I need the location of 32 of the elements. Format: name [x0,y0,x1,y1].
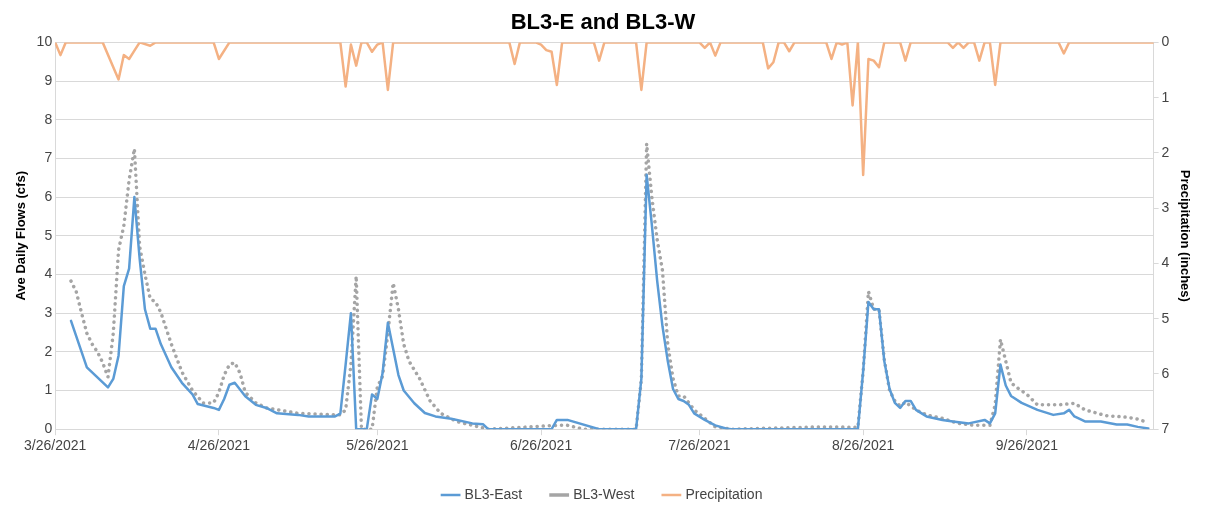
y-axis-title: Ave Daily Flows (cfs) [13,171,29,301]
y-tick-label: 3 [44,304,53,321]
y2-tick-label: 6 [1161,364,1170,381]
y-tick-label: 6 [44,187,53,204]
y2-tick-label: 5 [1161,309,1170,326]
x-tick-label: 6/26/2021 [509,437,573,454]
y-tick-label: 4 [44,265,53,282]
y-tick-label: 0 [44,420,53,437]
y2-tick-label: 2 [1161,143,1170,160]
y2-tick-label: 3 [1161,199,1170,216]
x-tick-label: 7/26/2021 [668,437,731,454]
y-tick-label: 8 [44,110,53,127]
y2-tick-label: 1 [1161,88,1170,105]
y2-axis-title: Precipitation (inches) [1177,169,1193,302]
x-tick-label: 5/26/2021 [346,437,409,454]
y-tick-label: 2 [44,342,53,359]
y-tick-label: 5 [44,226,53,243]
x-tick-label: 4/26/2021 [187,437,251,454]
legend-label: BL3-East [464,485,523,502]
x-tick-label: 3/26/2021 [24,437,87,454]
y-tick-label: 9 [44,71,53,88]
y2-tick-label: 7 [1161,420,1170,437]
y-tick-label: 1 [44,381,53,398]
legend-label: BL3-West [573,485,635,502]
legend-label: Precipitation [685,485,763,502]
chart-title: BL3-E and BL3-W [510,9,696,35]
y2-tick-label: 4 [1161,254,1170,271]
x-tick-label: 8/26/2021 [832,437,895,454]
y2-tick-label: 0 [1161,33,1170,50]
y-tick-label: 7 [44,149,53,166]
y-tick-label: 10 [36,33,53,50]
x-tick-label: 9/26/2021 [995,437,1059,454]
